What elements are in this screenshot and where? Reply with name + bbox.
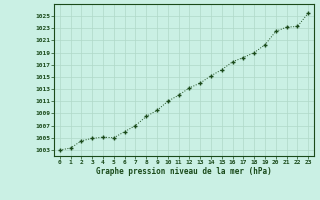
X-axis label: Graphe pression niveau de la mer (hPa): Graphe pression niveau de la mer (hPa) — [96, 167, 272, 176]
